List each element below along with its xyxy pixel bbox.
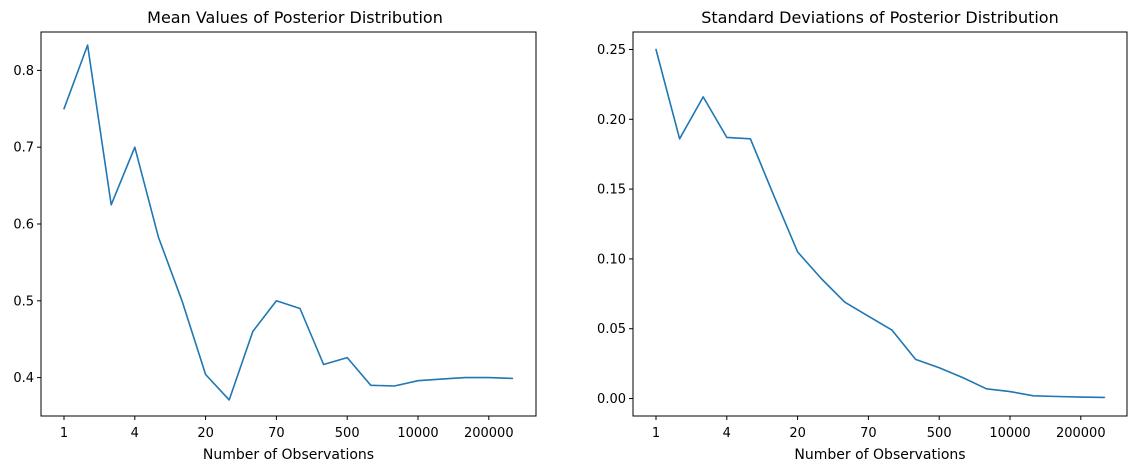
data-point (797, 251, 799, 253)
data-point (252, 331, 254, 333)
chart-title: Standard Deviations of Posterior Distrib… (701, 8, 1058, 27)
x-tick-label: 4 (723, 426, 731, 441)
data-point (820, 278, 822, 280)
y-tick-label: 0.4 (13, 371, 34, 386)
data-point (679, 138, 681, 140)
x-tick-label: 10000 (989, 426, 1030, 441)
x-tick-label: 70 (268, 426, 285, 441)
x-tick-label: 500 (927, 426, 952, 441)
x-tick-label: 20 (789, 426, 806, 441)
data-point (1104, 397, 1106, 399)
data-point (868, 315, 870, 317)
y-tick-label: 0.25 (597, 43, 626, 58)
data-point (512, 378, 514, 380)
mean-values-chart: Mean Values of Posterior Distribution 0.… (13, 8, 537, 463)
y-tick-label: 0.00 (597, 392, 626, 407)
data-point (750, 138, 752, 140)
axes-frame (632, 31, 1128, 417)
y-tick-label: 0.20 (597, 113, 626, 128)
x-tick-label: 10000 (397, 426, 438, 441)
x-tick-label: 200000 (464, 426, 514, 441)
data-point (228, 399, 230, 401)
data-point (655, 49, 657, 51)
series-line (655, 48, 1106, 399)
series-line (63, 44, 514, 401)
data-point (938, 367, 940, 369)
data-point (1009, 391, 1011, 393)
data-point (441, 378, 443, 380)
data-point (773, 195, 775, 197)
data-point (844, 301, 846, 303)
x-tick-label: 4 (131, 426, 139, 441)
y-tick-label: 0.7 (13, 141, 34, 156)
data-point (134, 146, 136, 148)
x-axis-label: Number of Observations (203, 447, 374, 463)
axes-frame (40, 31, 537, 417)
x-tick-label: 1 (60, 426, 68, 441)
data-point (1080, 396, 1082, 398)
data-point (986, 388, 988, 390)
data-point (915, 359, 917, 361)
x-axis-label: Number of Observations (794, 447, 965, 463)
y-tick-label: 0.6 (13, 218, 34, 233)
data-point (488, 377, 490, 379)
y-tick-label: 0.8 (13, 64, 34, 79)
data-point (702, 96, 704, 98)
data-point (891, 329, 893, 331)
data-point (1056, 396, 1058, 398)
data-point (726, 137, 728, 139)
y-tick-label: 0.15 (597, 183, 626, 198)
chart-title: Mean Values of Posterior Distribution (147, 8, 443, 27)
x-tick-label: 200000 (1056, 426, 1106, 441)
data-point (181, 300, 183, 302)
x-tick-label: 70 (860, 426, 877, 441)
data-point (346, 357, 348, 359)
y-tick-label: 0.10 (597, 252, 626, 267)
y-tick-label: 0.05 (597, 322, 626, 337)
standard-deviations-chart: Standard Deviations of Posterior Distrib… (597, 8, 1128, 463)
data-point (158, 236, 160, 238)
data-point (299, 308, 301, 310)
data-point (1033, 395, 1035, 397)
x-tick-label: 500 (335, 426, 360, 441)
data-point (87, 44, 89, 46)
data-point (464, 377, 466, 379)
data-point (394, 385, 396, 387)
data-point (205, 374, 207, 376)
data-point (276, 300, 278, 302)
data-point (63, 108, 65, 110)
x-tick-label: 1 (652, 426, 660, 441)
data-point (370, 385, 372, 387)
data-point (417, 380, 419, 382)
data-point (962, 377, 964, 379)
data-point (110, 204, 112, 206)
y-tick-label: 0.5 (13, 294, 34, 309)
x-tick-label: 20 (197, 426, 214, 441)
data-point (323, 364, 325, 366)
